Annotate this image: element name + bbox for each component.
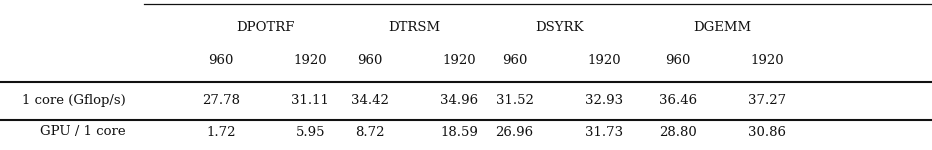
Text: 1920: 1920 [294, 54, 327, 66]
Text: 32.93: 32.93 [585, 94, 623, 107]
Text: DPOTRF: DPOTRF [237, 21, 295, 33]
Text: 1920: 1920 [587, 54, 621, 66]
Text: 26.96: 26.96 [496, 126, 533, 138]
Text: 34.96: 34.96 [441, 94, 478, 107]
Text: 28.80: 28.80 [659, 126, 696, 138]
Text: DGEMM: DGEMM [693, 21, 751, 33]
Text: 31.11: 31.11 [292, 94, 329, 107]
Text: GPU / 1 core: GPU / 1 core [40, 126, 126, 138]
Text: DTRSM: DTRSM [389, 21, 441, 33]
Text: DSYRK: DSYRK [535, 21, 583, 33]
Text: 8.72: 8.72 [355, 126, 385, 138]
Text: 1.72: 1.72 [206, 126, 236, 138]
Text: 31.73: 31.73 [585, 126, 623, 138]
Text: 18.59: 18.59 [441, 126, 478, 138]
Text: 36.46: 36.46 [659, 94, 696, 107]
Text: 27.78: 27.78 [202, 94, 240, 107]
Text: 1920: 1920 [750, 54, 784, 66]
Text: 1920: 1920 [443, 54, 476, 66]
Text: 960: 960 [665, 54, 691, 66]
Text: 37.27: 37.27 [748, 94, 786, 107]
Text: 960: 960 [357, 54, 383, 66]
Text: 30.86: 30.86 [748, 126, 786, 138]
Text: 34.42: 34.42 [351, 94, 389, 107]
Text: 960: 960 [501, 54, 528, 66]
Text: 960: 960 [208, 54, 234, 66]
Text: 1 core (Gflop/s): 1 core (Gflop/s) [22, 94, 126, 107]
Text: 31.52: 31.52 [496, 94, 533, 107]
Text: 5.95: 5.95 [295, 126, 325, 138]
